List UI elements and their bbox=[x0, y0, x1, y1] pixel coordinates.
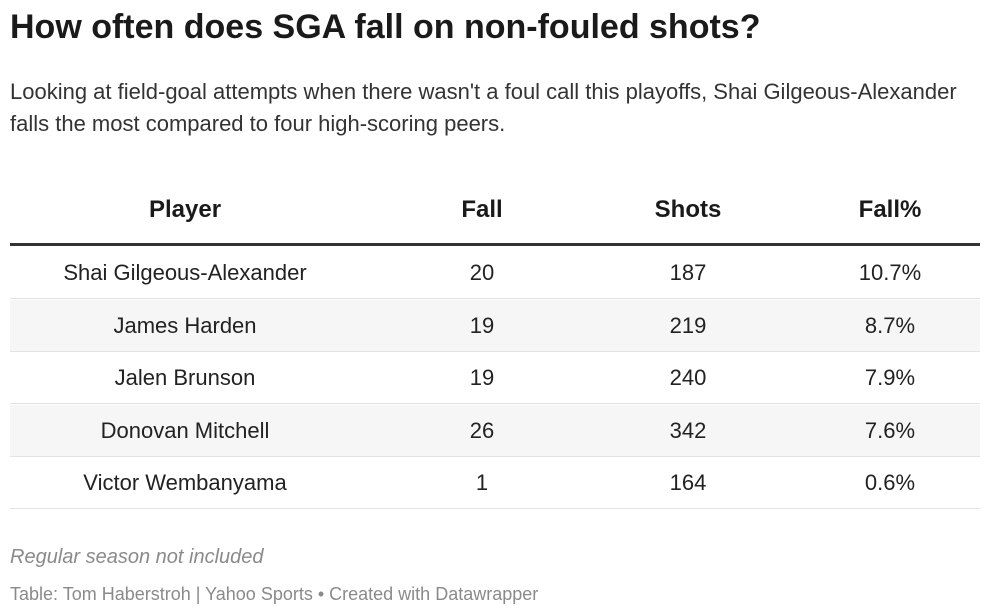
table-cell: James Harden bbox=[113, 312, 257, 338]
subtitle: Looking at field-goal attempts when ther… bbox=[10, 79, 957, 136]
table-cell: Jalen Brunson bbox=[114, 365, 256, 390]
table-cell: 20 bbox=[469, 260, 495, 285]
table-cell: Victor Wembanyama bbox=[83, 470, 287, 495]
table-row bbox=[10, 404, 980, 457]
table-cell: 7.6% bbox=[864, 417, 916, 443]
title: How often does SGA fall on non-fouled sh… bbox=[10, 8, 761, 46]
column-header: Fall bbox=[461, 196, 503, 223]
table-row bbox=[10, 247, 980, 299]
table-row bbox=[10, 352, 980, 404]
table-cell: Shai Gilgeous-Alexander bbox=[63, 260, 307, 285]
table-row bbox=[10, 299, 980, 352]
table-cell: Donovan Mitchell bbox=[100, 417, 270, 443]
column-header: Fall% bbox=[858, 196, 922, 223]
column-header: Player bbox=[148, 196, 222, 223]
table-cell: 26 bbox=[469, 417, 495, 443]
table-cell: 164 bbox=[669, 470, 707, 495]
column-header: Shots bbox=[654, 196, 722, 223]
table-cell: 240 bbox=[669, 365, 707, 390]
table-cell: 187 bbox=[669, 260, 707, 285]
table-cell: 19 bbox=[469, 365, 495, 390]
table-cell: 342 bbox=[669, 417, 707, 443]
table-row bbox=[10, 457, 980, 509]
table-cell: 1 bbox=[475, 470, 489, 495]
table-cell: 19 bbox=[469, 312, 495, 338]
table-cell: 0.6% bbox=[864, 470, 916, 495]
header-rule bbox=[10, 243, 980, 246]
source: Table: Tom Haberstroh | Yahoo Sports • C… bbox=[10, 584, 539, 604]
table-cell: 8.7% bbox=[864, 312, 916, 338]
table-cell: 219 bbox=[669, 312, 707, 338]
table-cell: 7.9% bbox=[864, 365, 916, 390]
table-cell: 10.7% bbox=[858, 260, 922, 285]
note: Regular season not included bbox=[10, 546, 264, 568]
